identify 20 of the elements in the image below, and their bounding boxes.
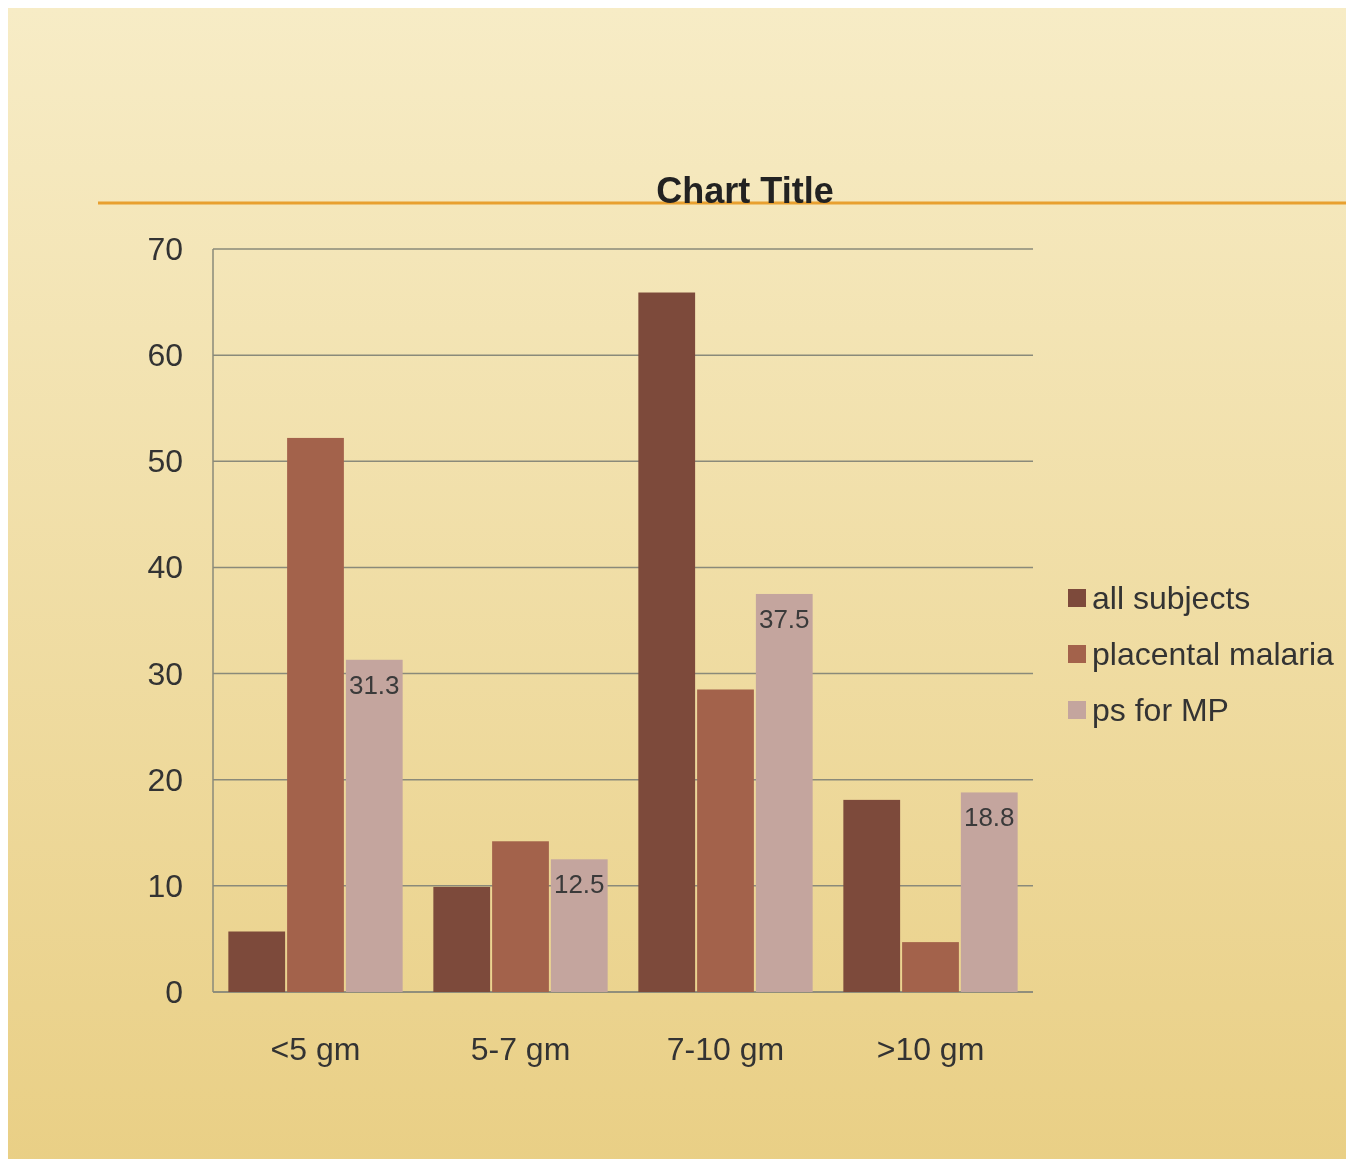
legend-label: all subjects [1092, 580, 1251, 616]
x-tick-label: 5-7 gm [470, 1031, 571, 1067]
x-tick-label: <5 gm [270, 1031, 361, 1067]
y-tick-label: 70 [147, 231, 183, 267]
data-label: 31.3 [348, 669, 400, 700]
y-tick-label: 60 [147, 337, 183, 374]
y-tick-label: 20 [147, 761, 183, 798]
legend-label: ps for MP [1092, 692, 1229, 728]
data-label: 12.5 [553, 869, 605, 900]
x-tick-label: >10 gm [876, 1031, 985, 1067]
chart-title: Chart Title [656, 170, 834, 211]
data-label: 18.8 [963, 802, 1015, 833]
y-tick-label: 10 [147, 867, 183, 904]
legend-label: placental malaria [1092, 636, 1335, 672]
data-label: 37.5 [758, 603, 810, 634]
x-tick-label: 7-10 gm [666, 1031, 785, 1067]
y-tick-label: 50 [147, 443, 183, 480]
y-tick-label: 30 [147, 655, 183, 692]
y-tick-label: 40 [147, 549, 183, 586]
y-tick-label: 0 [165, 974, 183, 1010]
